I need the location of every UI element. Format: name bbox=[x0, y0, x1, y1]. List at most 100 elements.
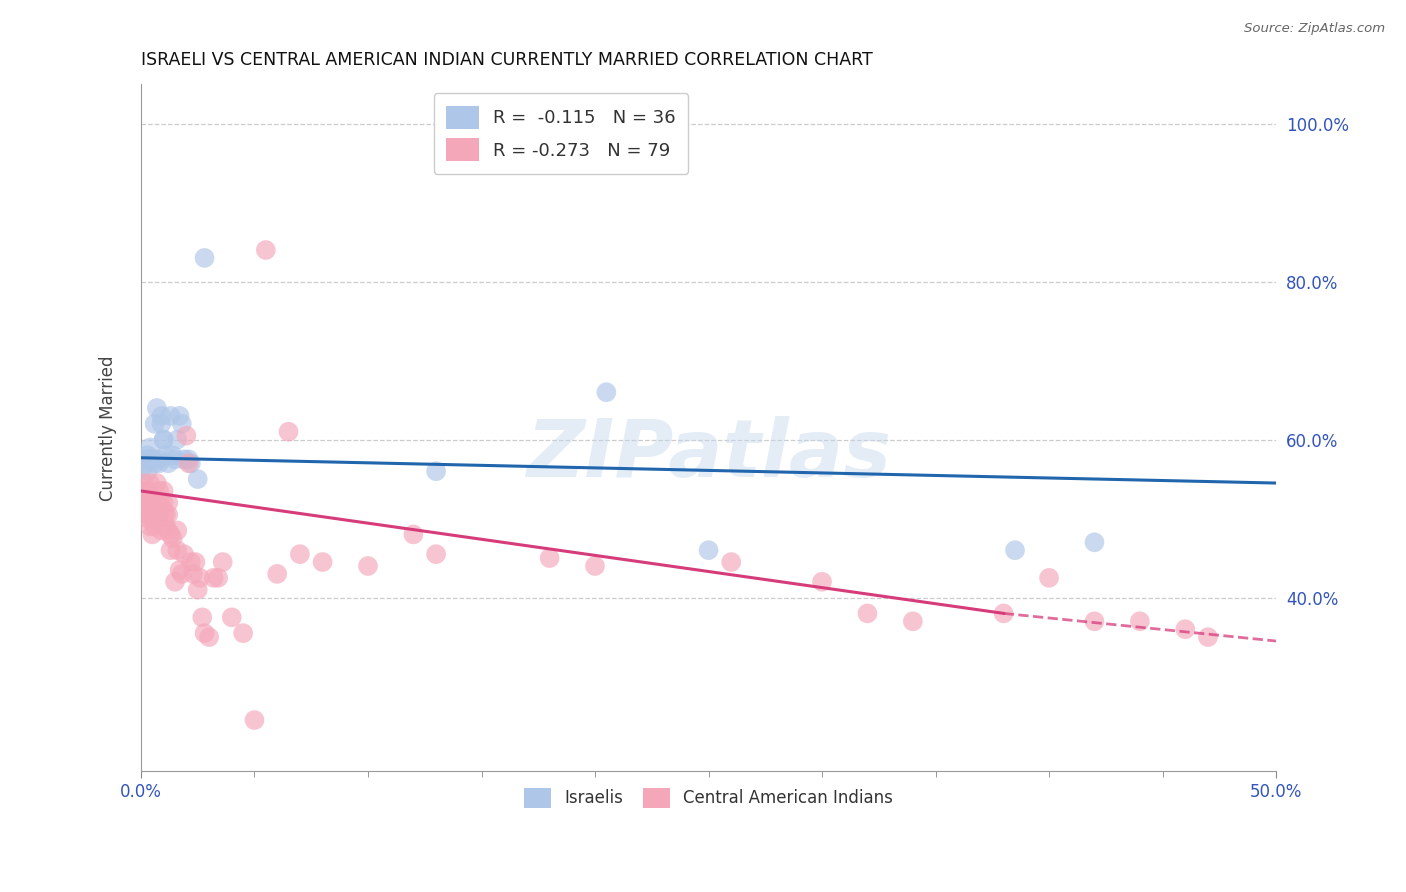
Point bbox=[177, 456, 200, 470]
Point bbox=[143, 456, 166, 470]
Point bbox=[139, 452, 162, 467]
Point bbox=[159, 543, 181, 558]
Point bbox=[136, 483, 159, 498]
Point bbox=[1129, 615, 1152, 629]
Point bbox=[134, 483, 156, 498]
Point bbox=[180, 456, 202, 470]
Point bbox=[132, 460, 155, 475]
Point bbox=[176, 428, 198, 442]
Point bbox=[157, 456, 180, 470]
Point bbox=[148, 483, 170, 498]
Point bbox=[157, 508, 180, 522]
Point bbox=[193, 251, 215, 265]
Point bbox=[1004, 543, 1026, 558]
Point bbox=[143, 496, 166, 510]
Point bbox=[148, 456, 170, 470]
Point bbox=[141, 452, 163, 467]
Point bbox=[243, 713, 266, 727]
Point bbox=[157, 496, 180, 510]
Point bbox=[1038, 571, 1060, 585]
Point bbox=[993, 607, 1015, 621]
Point bbox=[187, 582, 209, 597]
Point bbox=[132, 476, 155, 491]
Point bbox=[139, 441, 162, 455]
Point bbox=[148, 500, 170, 514]
Point bbox=[136, 500, 159, 514]
Point bbox=[193, 626, 215, 640]
Point bbox=[155, 519, 177, 533]
Point bbox=[211, 555, 233, 569]
Point bbox=[146, 500, 169, 514]
Point bbox=[538, 551, 561, 566]
Text: Source: ZipAtlas.com: Source: ZipAtlas.com bbox=[1244, 22, 1385, 36]
Point bbox=[169, 409, 191, 423]
Point bbox=[132, 483, 155, 498]
Point bbox=[425, 464, 447, 478]
Point bbox=[141, 511, 163, 525]
Point bbox=[697, 543, 720, 558]
Point bbox=[139, 508, 162, 522]
Point bbox=[146, 476, 169, 491]
Point bbox=[425, 547, 447, 561]
Point bbox=[811, 574, 834, 589]
Point bbox=[207, 571, 229, 585]
Point bbox=[139, 476, 162, 491]
Point bbox=[180, 555, 202, 569]
Point bbox=[191, 610, 214, 624]
Point bbox=[152, 433, 174, 447]
Point bbox=[170, 566, 193, 581]
Point bbox=[148, 452, 170, 467]
Point bbox=[141, 452, 163, 467]
Point bbox=[143, 417, 166, 431]
Point bbox=[152, 483, 174, 498]
Point bbox=[1083, 615, 1105, 629]
Point bbox=[136, 449, 159, 463]
Point bbox=[150, 417, 173, 431]
Point bbox=[177, 452, 200, 467]
Point bbox=[157, 524, 180, 538]
Point bbox=[288, 547, 311, 561]
Point bbox=[139, 519, 162, 533]
Point bbox=[357, 559, 380, 574]
Point bbox=[254, 243, 277, 257]
Point bbox=[266, 566, 288, 581]
Point bbox=[143, 500, 166, 514]
Point bbox=[141, 496, 163, 510]
Point bbox=[583, 559, 606, 574]
Point bbox=[143, 519, 166, 533]
Point bbox=[198, 630, 221, 644]
Point bbox=[141, 527, 163, 541]
Point bbox=[232, 626, 254, 640]
Y-axis label: Currently Married: Currently Married bbox=[100, 355, 117, 500]
Point bbox=[155, 508, 177, 522]
Point bbox=[856, 607, 879, 621]
Point bbox=[159, 527, 181, 541]
Point bbox=[134, 508, 156, 522]
Point bbox=[901, 615, 924, 629]
Point bbox=[202, 571, 225, 585]
Point bbox=[720, 555, 742, 569]
Text: ZIPatlas: ZIPatlas bbox=[526, 417, 891, 494]
Text: ISRAELI VS CENTRAL AMERICAN INDIAN CURRENTLY MARRIED CORRELATION CHART: ISRAELI VS CENTRAL AMERICAN INDIAN CURRE… bbox=[141, 51, 873, 69]
Point bbox=[184, 555, 207, 569]
Point bbox=[169, 563, 191, 577]
Point bbox=[595, 385, 617, 400]
Point bbox=[163, 452, 186, 467]
Point bbox=[150, 500, 173, 514]
Point bbox=[181, 566, 204, 581]
Point bbox=[134, 452, 156, 467]
Point bbox=[166, 433, 188, 447]
Point bbox=[188, 571, 211, 585]
Point bbox=[155, 449, 177, 463]
Point bbox=[166, 524, 188, 538]
Point bbox=[132, 496, 155, 510]
Point bbox=[311, 555, 333, 569]
Point bbox=[1174, 622, 1197, 636]
Point bbox=[152, 433, 174, 447]
Point bbox=[1197, 630, 1219, 644]
Point bbox=[152, 496, 174, 510]
Point bbox=[136, 464, 159, 478]
Point bbox=[166, 543, 188, 558]
Point bbox=[150, 409, 173, 423]
Point bbox=[1083, 535, 1105, 549]
